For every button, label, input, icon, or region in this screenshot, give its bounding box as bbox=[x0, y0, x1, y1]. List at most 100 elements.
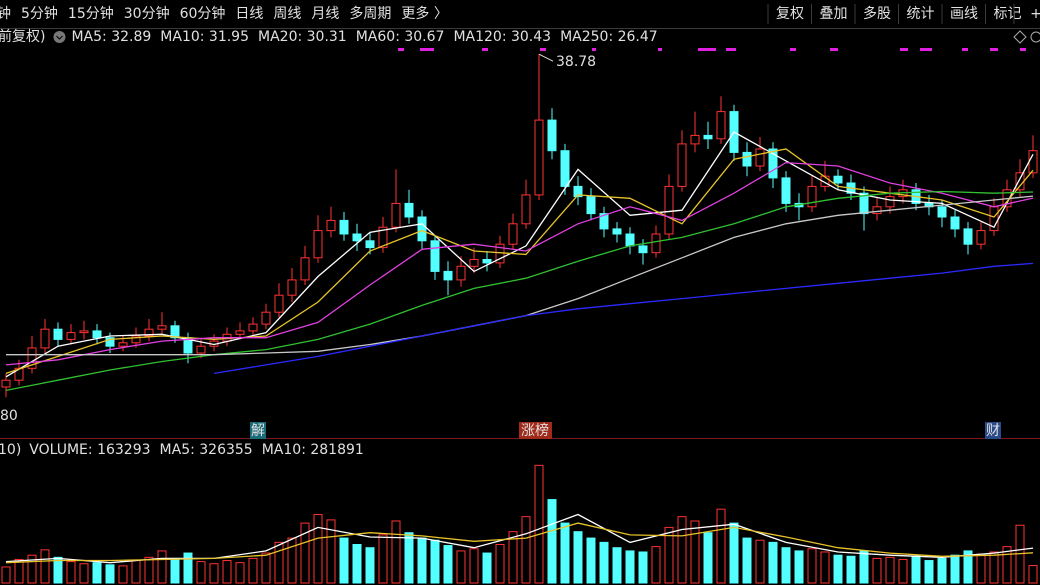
candle-body bbox=[820, 175, 830, 187]
candle-body bbox=[326, 219, 336, 232]
candle-body bbox=[391, 202, 401, 228]
tool-button[interactable]: 复权 bbox=[776, 5, 804, 22]
candle-body bbox=[53, 328, 63, 340]
signal-marker bbox=[790, 48, 796, 51]
volume-bar bbox=[937, 557, 947, 584]
volume-bar bbox=[209, 563, 219, 584]
candle-body bbox=[131, 335, 141, 344]
volume-bar bbox=[326, 519, 336, 584]
candle-body bbox=[365, 240, 375, 249]
candle-body bbox=[508, 223, 518, 245]
event-tag[interactable]: 涨榜 bbox=[521, 422, 549, 439]
tool-button[interactable]: 叠加 bbox=[820, 6, 848, 22]
max-arrow bbox=[538, 53, 554, 62]
signal-marker bbox=[658, 48, 662, 51]
candle-body bbox=[92, 330, 102, 339]
max-annotation: 38.78 bbox=[556, 54, 596, 70]
event-tag-bg bbox=[519, 422, 552, 439]
volume-bar bbox=[105, 564, 115, 584]
event-tag[interactable]: 解 bbox=[251, 423, 265, 439]
volume-bar bbox=[157, 550, 167, 584]
period-tab[interactable]: 周线 bbox=[273, 6, 301, 22]
event-tag-bg bbox=[985, 422, 1001, 439]
candle-body bbox=[1015, 172, 1025, 191]
candle-body bbox=[807, 185, 817, 208]
volume-bar bbox=[976, 553, 986, 584]
candle-body bbox=[430, 240, 440, 272]
candle-body bbox=[417, 216, 427, 242]
candle-body bbox=[885, 196, 895, 208]
volume-bar bbox=[404, 532, 414, 584]
volume-bar bbox=[508, 531, 518, 584]
event-tag[interactable]: 财 bbox=[986, 423, 1000, 439]
legend-entry: MA5: 326355 bbox=[160, 442, 253, 458]
period-tab[interactable]: 钟 bbox=[0, 5, 11, 22]
dropdown-icon[interactable] bbox=[53, 31, 66, 43]
period-tab[interactable]: 15分钟 bbox=[68, 5, 114, 22]
candle-body bbox=[872, 206, 882, 215]
tool-button[interactable]: 多股 bbox=[863, 5, 891, 22]
volume-bar bbox=[794, 550, 804, 584]
candle-body bbox=[235, 330, 245, 335]
period-tab[interactable]: 5分钟 bbox=[21, 5, 58, 22]
period-tab[interactable]: 更多 〉 bbox=[401, 5, 447, 22]
candle-body bbox=[573, 185, 583, 198]
signal-marker bbox=[990, 48, 998, 51]
candle-body bbox=[482, 259, 492, 264]
volume-bar bbox=[677, 516, 687, 584]
circle-icon[interactable] bbox=[1030, 31, 1040, 43]
legend-title: VOLUME: 163293 bbox=[29, 442, 150, 458]
period-tab[interactable]: 日线 bbox=[235, 6, 263, 22]
ma-line bbox=[5, 522, 1034, 564]
candle-body bbox=[469, 259, 479, 267]
period-tab[interactable]: 月线 bbox=[311, 6, 339, 22]
volume-bar bbox=[456, 550, 466, 584]
volume-bar bbox=[924, 560, 934, 584]
diamond-icon[interactable] bbox=[1013, 30, 1027, 44]
period-tab[interactable]: 30分钟 bbox=[124, 5, 170, 22]
candle-body bbox=[755, 148, 765, 167]
candle-body bbox=[170, 325, 180, 339]
volume-bar bbox=[1028, 565, 1038, 584]
candle-body bbox=[40, 328, 50, 349]
candle-body bbox=[118, 342, 128, 347]
tool-button[interactable]: 画线 bbox=[950, 6, 978, 22]
candle-body bbox=[742, 151, 752, 167]
period-tab[interactable]: 多周期 bbox=[349, 5, 391, 22]
volume-bar bbox=[469, 548, 479, 584]
signal-marker bbox=[420, 48, 434, 51]
volume-bar bbox=[430, 539, 440, 584]
tool-button[interactable]: 标记 bbox=[994, 6, 1022, 22]
candle-body bbox=[963, 228, 973, 245]
volume-bar bbox=[963, 550, 973, 584]
candle-body bbox=[27, 347, 37, 369]
volume-bar bbox=[885, 556, 895, 584]
volume-bar bbox=[703, 532, 713, 584]
volume-bar bbox=[638, 551, 648, 584]
signal-markers bbox=[398, 48, 1026, 51]
candle-body bbox=[378, 226, 388, 249]
volume-bar bbox=[495, 543, 505, 584]
volume-bar bbox=[391, 520, 401, 584]
legend-entry: MA10: 31.95 bbox=[160, 29, 249, 45]
volume-bar bbox=[911, 555, 921, 584]
volume-bar bbox=[53, 556, 63, 584]
volume-bar bbox=[235, 562, 245, 584]
candle-body bbox=[300, 257, 310, 281]
candle-body bbox=[287, 279, 297, 296]
volume-bar bbox=[378, 534, 388, 584]
candle-body bbox=[313, 230, 323, 259]
volume-bar bbox=[534, 464, 544, 584]
volume-bar bbox=[40, 549, 50, 584]
tool-button[interactable]: 统计 bbox=[907, 6, 935, 22]
candle-body bbox=[404, 202, 414, 218]
signal-marker bbox=[962, 48, 968, 51]
volume-bar bbox=[144, 556, 154, 584]
tool-button[interactable]: + bbox=[1030, 6, 1040, 22]
signal-marker bbox=[1020, 48, 1026, 51]
volume-bar bbox=[248, 557, 258, 584]
volume-bar bbox=[742, 537, 752, 584]
period-tab[interactable]: 60分钟 bbox=[180, 5, 226, 22]
